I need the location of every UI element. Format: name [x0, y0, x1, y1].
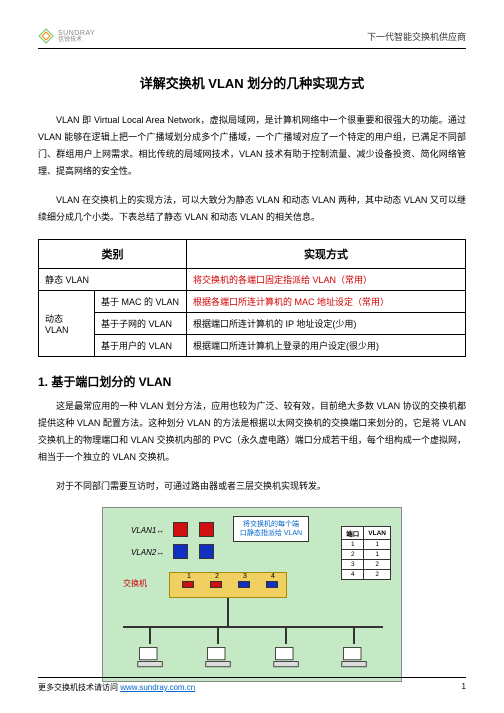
th-impl: 实现方式 [187, 239, 466, 268]
cell-user: 基于用户的 VLAN [95, 334, 187, 356]
cell-subnet-impl: 根据端口所连计算机的 IP 地址设定(少用) [187, 312, 466, 334]
vlan2-square-2 [199, 544, 214, 559]
vlan1-square-2 [199, 522, 214, 537]
logo-icon [38, 28, 54, 44]
cell-subnet: 基于子网的 VLAN [95, 312, 187, 334]
port-vlan-table: 端口VLAN 11 21 32 42 [341, 526, 391, 580]
cell-static: 静态 VLAN [39, 268, 187, 290]
callout: 将交换机的每个端 口静态指派给 VLAN [233, 516, 309, 542]
pc-icon-4 [340, 644, 368, 672]
diagram-container: VLAN1↔ VLAN2↔ 将交换机的每个端 口静态指派给 VLAN 交换机 1… [38, 507, 466, 682]
vlan2-label: VLAN2↔ [131, 548, 164, 557]
switch: 1 2 3 4 [169, 572, 287, 598]
vlan-table: 类别 实现方式 静态 VLAN 将交换机的各端口固定指派给 VLAN（常用） 动… [38, 239, 466, 357]
cell-mac-impl: 根据各端口所连计算机的 MAC 地址设定（常用） [187, 290, 466, 312]
vlan2-square-1 [173, 544, 188, 559]
paragraph-4: 对于不同部门需要互访时，可通过路由器或者三层交换机实现转发。 [38, 478, 466, 495]
bus-line [123, 626, 383, 628]
cell-static-impl: 将交换机的各端口固定指派给 VLAN（常用） [187, 268, 466, 290]
pc-icon-3 [272, 644, 300, 672]
section-1-title: 1. 基于端口划分的 VLAN [38, 373, 466, 390]
th-category: 类别 [39, 239, 187, 268]
paragraph-2: VLAN 在交换机上的实现方法，可以大致分为静态 VLAN 和动态 VLAN 两… [38, 192, 466, 226]
page-header: SUNDRAY 信锐技术 下一代智能交换机供应商 [38, 28, 466, 49]
logo-text-cn: 信锐技术 [58, 37, 95, 43]
vlan1-square-1 [173, 522, 188, 537]
vlan-diagram: VLAN1↔ VLAN2↔ 将交换机的每个端 口静态指派给 VLAN 交换机 1… [102, 507, 402, 682]
logo-text-en: SUNDRAY [58, 30, 95, 37]
pc-icon-2 [204, 644, 232, 672]
switch-label: 交换机 [123, 578, 147, 589]
footer-link[interactable]: www.sundray.com.cn [120, 683, 195, 692]
switch-drop [227, 598, 229, 626]
logo: SUNDRAY 信锐技术 [38, 28, 95, 44]
cell-user-impl: 根据端口所连计算机上登录的用户设定(很少用) [187, 334, 466, 356]
vlan1-label: VLAN1↔ [131, 526, 164, 535]
page-number: 1 [462, 682, 466, 693]
page-footer: 更多交换机技术请访问 www.sundray.com.cn 1 [38, 677, 466, 693]
cell-mac: 基于 MAC 的 VLAN [95, 290, 187, 312]
page-title: 详解交换机 VLAN 划分的几种实现方式 [38, 73, 466, 92]
footer-left: 更多交换机技术请访问 www.sundray.com.cn [38, 682, 195, 693]
header-tagline: 下一代智能交换机供应商 [367, 30, 466, 43]
pc-icon-1 [136, 644, 164, 672]
paragraph-3: 这是最常应用的一种 VLAN 划分方法，应用也较为广泛、较有效，目前绝大多数 V… [38, 398, 466, 466]
cell-dynamic: 动态 VLAN [39, 290, 95, 356]
paragraph-1: VLAN 即 Virtual Local Area Network，虚拟局域网，… [38, 112, 466, 180]
